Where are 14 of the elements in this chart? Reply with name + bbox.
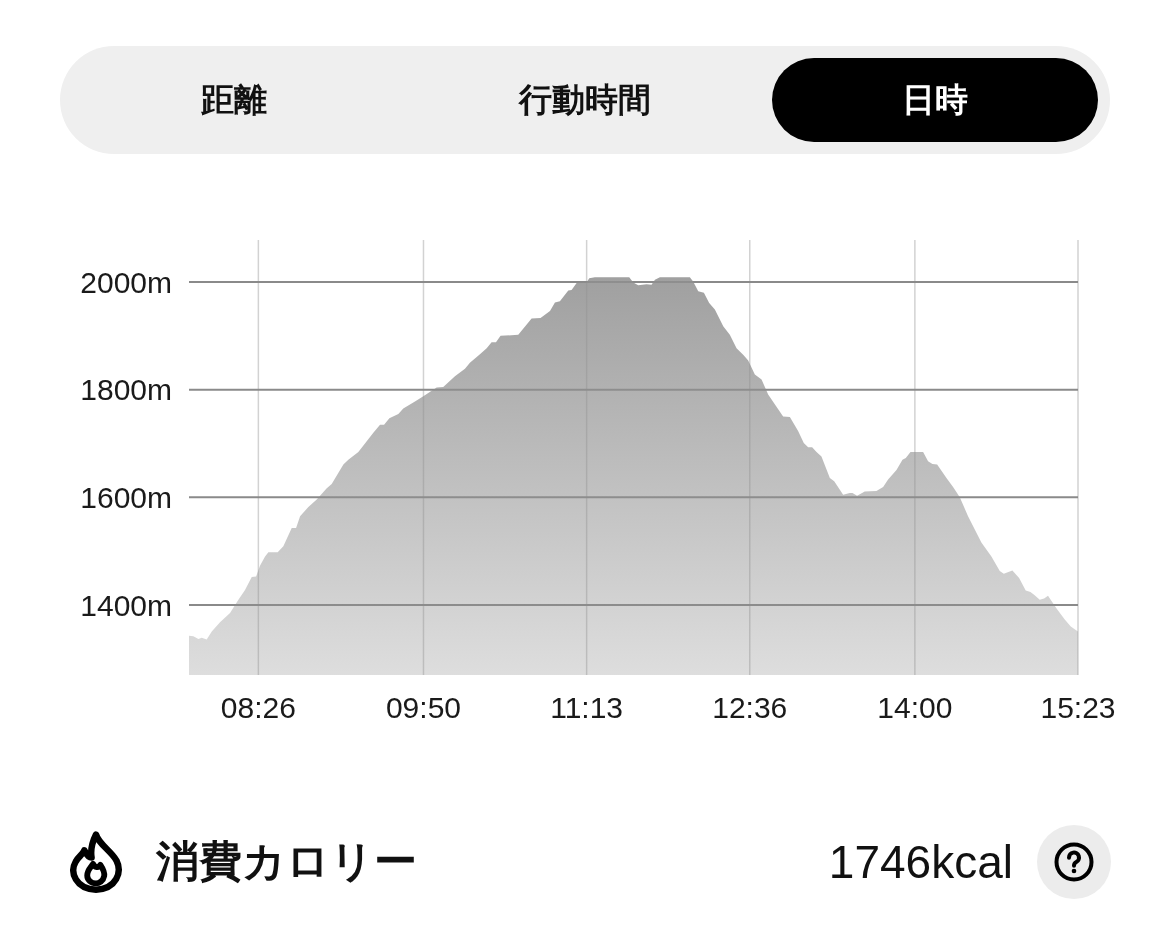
- x-tick-label: 14:00: [877, 691, 953, 725]
- x-tick-label: 09:50: [385, 691, 462, 725]
- x-tick-label: 12:36: [712, 691, 788, 725]
- x-tick-label: 15:23: [1040, 691, 1116, 725]
- y-tick-label: 1400m: [80, 588, 172, 622]
- x-tick-label: 11:13: [550, 691, 624, 725]
- y-tick-label: 2000m: [80, 265, 172, 299]
- y-tick-label: 1600m: [80, 480, 172, 514]
- text: 消費カロリー: [156, 836, 417, 887]
- text: 1746kcal: [828, 835, 1013, 889]
- x-tick-label: 08:26: [220, 691, 296, 725]
- tab-bar: 距離 行動時間 日時: [60, 46, 1110, 154]
- y-tick-label: 1800m: [80, 373, 172, 407]
- selected-tab: 日時: [772, 58, 1098, 142]
